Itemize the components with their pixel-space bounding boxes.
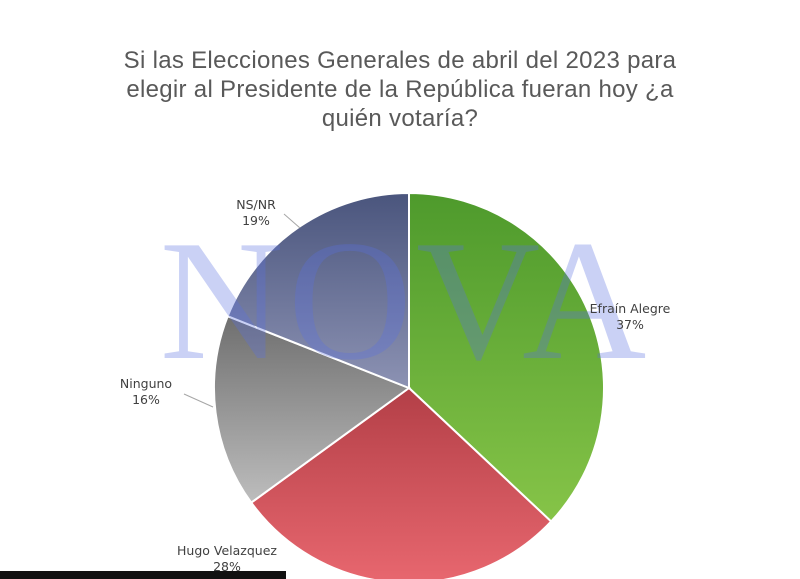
chart-title-line-1: Si las Elecciones Generales de abril del… — [123, 47, 677, 74]
leader-line-ninguno — [183, 393, 214, 408]
slice-value-label-hugo-velazquez: 28% — [213, 559, 241, 574]
pie-slice-ninguno — [213, 314, 412, 505]
chart-title-line-3: quién votaría? — [321, 105, 479, 132]
slice-name-label-ninguno: Ninguno — [120, 376, 172, 391]
slice-value-label-ns-nr: 19% — [242, 213, 270, 228]
chart-title-line-2: elegir al Presidente de la República fue… — [126, 76, 674, 103]
slice-value-label-efrain-alegre: 37% — [616, 317, 644, 332]
pie-slice-efrain-alegre — [408, 191, 605, 523]
pie-slices — [213, 191, 605, 579]
chart-title: Si las Elecciones Generales de abril del… — [0, 46, 800, 133]
slice-name-label-ns-nr: NS/NR — [236, 197, 276, 212]
watermark-nova: NOVA — [160, 206, 651, 396]
slice-name-label-efrain-alegre: Efraín Alegre — [590, 301, 671, 316]
pie-slice-hugo-velazquez — [249, 386, 553, 579]
slice-value-label-ninguno: 16% — [132, 392, 160, 407]
footer-bar — [0, 571, 286, 579]
leader-line-ns-nr — [283, 213, 301, 229]
slice-name-label-hugo-velazquez: Hugo Velazquez — [177, 543, 277, 558]
pie-slice-ns-nr — [226, 191, 410, 390]
pie-leader-lines — [183, 213, 301, 408]
